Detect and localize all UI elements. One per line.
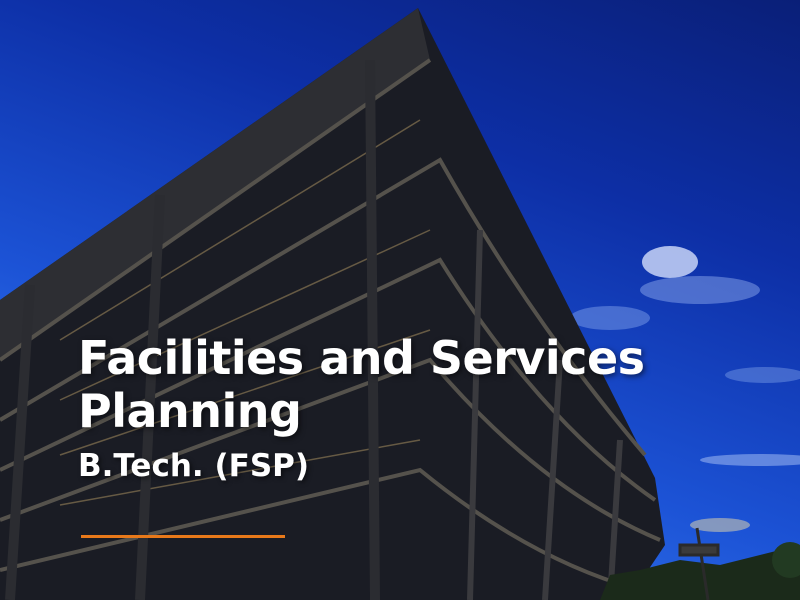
accent-underline [81, 535, 285, 538]
program-title-line1: Facilities and Services [78, 331, 645, 385]
clouds [570, 246, 800, 532]
aerial-lift [678, 527, 720, 600]
degree-subtitle: B.Tech. (FSP) [78, 448, 310, 484]
program-title: Facilities and Services Planning [78, 332, 645, 438]
program-title-line2: Planning [78, 384, 302, 438]
building-mass [0, 8, 665, 600]
caption-block: Facilities and Services Planning B.Tech.… [78, 332, 645, 485]
